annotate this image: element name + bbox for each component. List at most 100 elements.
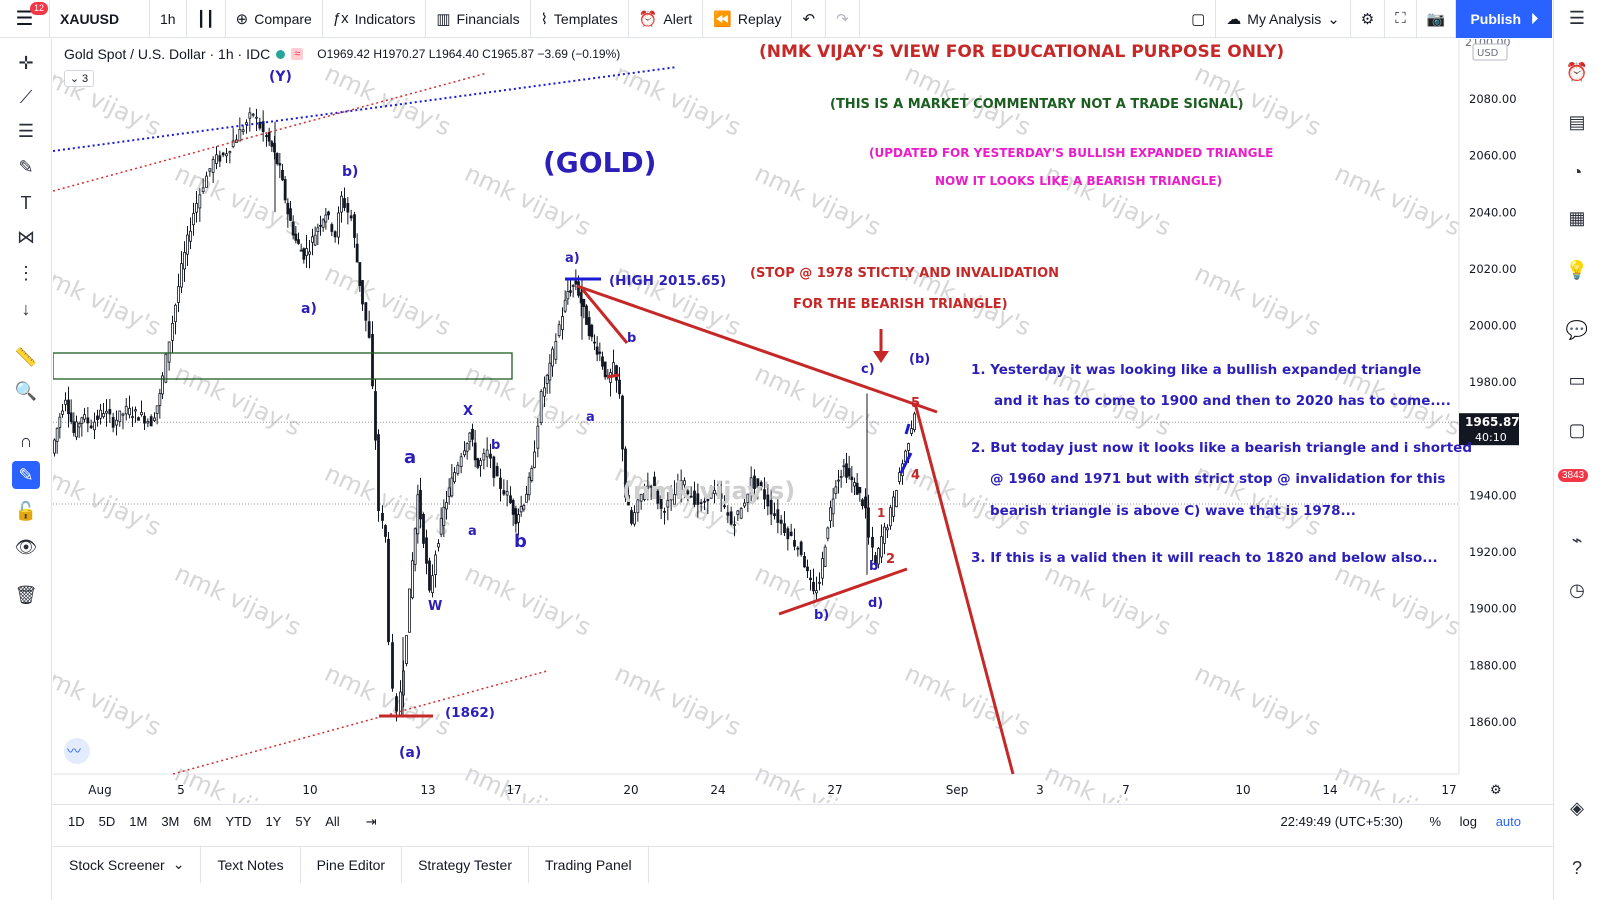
layers-icon[interactable]: ◈ <box>1570 797 1584 818</box>
range-button-1m[interactable]: 1M <box>129 814 148 829</box>
candle-body <box>72 421 76 433</box>
candle-body <box>590 324 594 338</box>
layout-menu-button[interactable]: ☁ My Analysis ⌄ <box>1216 0 1351 38</box>
currency-box[interactable] <box>1472 43 1508 61</box>
indicators-button[interactable]: ƒx Indicators <box>323 0 427 38</box>
candle-body <box>419 489 422 520</box>
tab-strategy-tester[interactable]: Strategy Tester <box>402 846 529 883</box>
stop-annotation-1: (STOP @ 1978 STICTLY AND INVALIDATION <box>750 266 1059 281</box>
camera-icon: 📷 <box>1426 10 1446 28</box>
fib-retracement-icon[interactable]: ☰ <box>17 120 35 141</box>
candle-body <box>615 365 618 381</box>
stay-in-drawing-mode-icon[interactable]: ✎ <box>12 461 40 489</box>
dom-icon[interactable]: ◷ <box>1569 579 1585 600</box>
forecast-icon[interactable]: ⋮ <box>17 262 35 283</box>
zoom-in-icon[interactable]: 🔍 <box>14 380 38 401</box>
lock-icon[interactable]: 🔓 <box>14 500 38 521</box>
candle-body <box>864 496 867 509</box>
tab-trading-panel[interactable]: Trading Panel <box>529 846 649 883</box>
undo-button[interactable]: ↶ <box>792 0 827 38</box>
financials-button[interactable]: ▥ Financials <box>426 0 531 38</box>
triangle-lower-line[interactable] <box>778 567 908 616</box>
candle-body <box>853 482 856 487</box>
alarm-icon[interactable]: ⏰ <box>1565 61 1589 82</box>
publish-button[interactable]: Publish ⏵ <box>1456 0 1552 38</box>
indicators-collapse-button[interactable]: ⌄ 3 <box>64 70 94 87</box>
tab-text-notes[interactable]: Text Notes <box>201 846 301 883</box>
chat-icon[interactable]: 💬 <box>1565 319 1589 340</box>
dotted-trendline-red-top[interactable] <box>53 72 488 192</box>
tradingview-logo-icon[interactable] <box>64 738 90 764</box>
range-button-all[interactable]: All <box>325 814 340 829</box>
watermark-text: nmk vijay's <box>53 459 165 542</box>
templates-button[interactable]: ⌇ Templates <box>531 0 629 38</box>
wave-marker-blue[interactable] <box>899 452 913 474</box>
b-marker[interactable] <box>606 373 620 379</box>
crosshair-icon[interactable]: ✛ <box>18 52 34 73</box>
candle-body <box>713 490 716 494</box>
text-icon[interactable]: T <box>20 192 32 213</box>
snapshot-button[interactable]: 📷 <box>1417 0 1457 38</box>
trend-line-icon[interactable]: ⟋ <box>19 86 33 107</box>
settings-button[interactable]: ⚙ <box>1351 0 1386 38</box>
update-annotation-1: (UPDATED FOR YESTERDAY'S BULLISH EXPANDE… <box>869 146 1273 160</box>
range-button-1d[interactable]: 1D <box>68 814 85 829</box>
order-panel-icon[interactable]: ⌁ <box>1571 529 1583 550</box>
candle-body <box>278 163 282 166</box>
chart-style-button[interactable]: ┃┃ <box>187 0 226 38</box>
notifications-icon[interactable]: ▢ <box>1568 419 1586 440</box>
range-button-3m[interactable]: 3M <box>161 814 180 829</box>
trash-icon[interactable]: 🗑 <box>14 584 38 605</box>
candle-body <box>829 507 832 522</box>
candle-body <box>289 208 292 221</box>
range-button-5d[interactable]: 5D <box>98 814 116 829</box>
wave-label: b <box>491 438 500 453</box>
hotlist-icon[interactable]: ◔ <box>1571 161 1583 182</box>
tab-stock-screener[interactable]: Stock Screener ⌄ <box>53 846 202 883</box>
wave-b-line[interactable] <box>581 289 629 344</box>
candle-body <box>349 215 353 219</box>
open-label: O <box>317 47 327 61</box>
triangle-upper-line[interactable] <box>576 284 938 414</box>
alert-button[interactable]: ⏰ Alert <box>629 0 704 38</box>
redo-button[interactable]: ↷ <box>826 0 860 38</box>
main-menu-button[interactable]: ☰ 12 <box>0 0 50 38</box>
range-button-1y[interactable]: 1Y <box>265 814 282 829</box>
data-window-icon[interactable]: ▤ <box>1568 111 1586 132</box>
symbol-search-button[interactable]: XAUUSD <box>50 0 150 38</box>
brush-icon[interactable]: ✎ <box>18 156 34 177</box>
fullscreen-layout-button[interactable]: ▢ <box>1181 0 1217 38</box>
streams-icon[interactable]: ▭ <box>1568 369 1586 390</box>
compare-button[interactable]: ⊕ Compare <box>226 0 323 38</box>
projection-line[interactable] <box>913 402 1015 775</box>
pattern-icon[interactable]: ⋈ <box>17 226 35 247</box>
magnet-icon[interactable]: ∩ <box>19 430 33 451</box>
calendar-icon[interactable]: ▦ <box>1568 207 1586 228</box>
price-tick: 1900.00 <box>1469 602 1517 616</box>
candle-body <box>391 642 394 689</box>
range-button-5y[interactable]: 5Y <box>295 814 312 829</box>
candle-body <box>425 537 428 564</box>
auto-scale-button[interactable]: auto <box>1495 814 1521 829</box>
log-scale-button[interactable]: log <box>1459 814 1477 829</box>
range-button-ytd[interactable]: YTD <box>225 814 252 829</box>
help-icon[interactable]: ? <box>1571 857 1582 878</box>
goto-date-icon[interactable]: ⇥ <box>365 813 377 829</box>
percent-scale-button[interactable]: % <box>1429 814 1441 829</box>
interval-button[interactable]: 1h <box>150 0 187 38</box>
replay-button[interactable]: ⏪ Replay <box>703 0 793 38</box>
idea-icon[interactable]: 💡 <box>1565 259 1589 280</box>
arrow-down-icon[interactable]: ↓ <box>21 298 31 319</box>
ruler-icon[interactable]: 📏 <box>14 346 38 367</box>
wave-marker-blue[interactable] <box>904 423 911 435</box>
range-button-6m[interactable]: 6M <box>193 814 212 829</box>
zone-rectangle[interactable] <box>53 352 513 380</box>
eye-icon[interactable]: 👁 <box>14 536 38 557</box>
candle-body <box>855 482 859 495</box>
candle-body <box>367 321 371 338</box>
watchlist-icon[interactable]: ☰ <box>1568 7 1586 28</box>
tab-pine-editor[interactable]: Pine Editor <box>301 846 403 883</box>
fullscreen-button[interactable]: ⛶ <box>1385 0 1417 38</box>
